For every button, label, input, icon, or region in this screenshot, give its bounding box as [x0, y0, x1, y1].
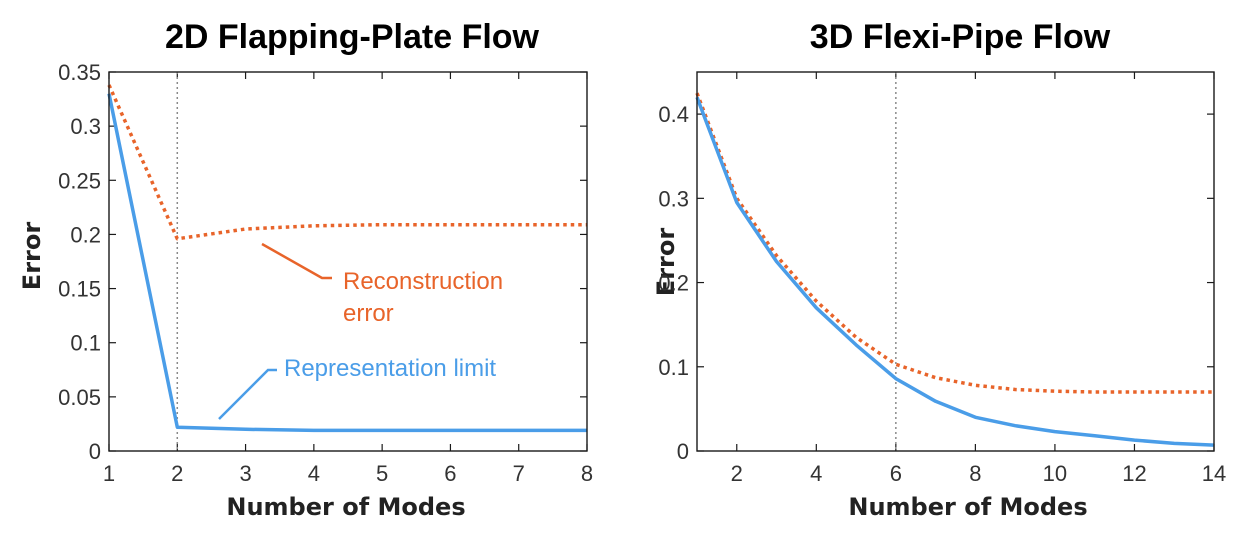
x-tick-label: 2	[171, 461, 183, 486]
representation-limit-line	[695, 96, 1215, 447]
y-tick-label: 0.1	[70, 331, 101, 356]
chart-panel-3d-flexi-pipe: 3D Flexi-Pipe Flow Number of Modes Error…	[652, 18, 1226, 521]
y-tick-label: 0.3	[70, 114, 101, 139]
reconstruction-error-line	[695, 92, 1214, 394]
x-tick-label: 4	[810, 461, 822, 486]
y-axis-label: Error	[18, 222, 46, 291]
y-tick-label: 0.4	[658, 102, 689, 127]
x-tick-label: 6	[444, 461, 456, 486]
x-tick-label: 5	[376, 461, 388, 486]
annotations: Reconstruction error Representation limi…	[218, 242, 503, 420]
axis-ticks: 0 0.05 0.1 0.15 0.2 0.25 0.3 0.35 1 2 3 4 5 6 7 8	[58, 60, 593, 486]
x-tick-label: 10	[1043, 461, 1067, 486]
x-tick-label: 8	[581, 461, 593, 486]
y-tick-label: 0.05	[58, 385, 101, 410]
reconstruction-error-line	[107, 84, 587, 241]
x-tick-label: 12	[1122, 461, 1146, 486]
representation-limit-pointer	[218, 368, 277, 420]
x-tick-label: 6	[890, 461, 902, 486]
x-tick-label: 3	[239, 461, 251, 486]
representation-limit-annotation: Representation limit	[284, 355, 496, 382]
reconstruction-error-annotation-line-1: Reconstruction	[343, 268, 503, 295]
y-tick-label: 0.3	[658, 186, 689, 211]
x-tick-label: 8	[969, 461, 981, 486]
y-tick-label: 0	[677, 439, 689, 464]
y-tick-label: 0.25	[58, 168, 101, 193]
plot-area	[107, 71, 588, 452]
x-tick-label: 7	[513, 461, 525, 486]
y-tick-label: 0.2	[70, 222, 101, 247]
chart-panel-2d-flapping-plate: 2D Flapping-Plate Flow Number of Modes E…	[18, 18, 593, 521]
axes-frame	[108, 71, 588, 452]
reconstruction-error-annotation-line-2: error	[343, 300, 394, 327]
x-axis-label: Number of Modes	[226, 493, 465, 521]
plot-area	[695, 71, 1215, 452]
chart-title: 2D Flapping-Plate Flow	[165, 18, 540, 56]
x-tick-label: 2	[731, 461, 743, 486]
y-tick-label: 0.2	[658, 271, 689, 296]
y-axis-label: Error	[652, 228, 680, 297]
axis-ticks: 0 0.1 0.2 0.3 0.4 2 4 6 8 10 12 14	[658, 72, 1226, 486]
x-tick-label: 4	[308, 461, 320, 486]
y-tick-label: 0.1	[658, 355, 689, 380]
reconstruction-error-pointer	[261, 242, 332, 280]
axes-frame	[696, 71, 1215, 452]
chart-title: 3D Flexi-Pipe Flow	[810, 18, 1111, 56]
x-tick-label: 1	[103, 461, 115, 486]
y-tick-label: 0.15	[58, 277, 101, 302]
representation-limit-line	[107, 93, 587, 433]
y-tick-label: 0.35	[58, 60, 101, 85]
y-tick-label: 0	[89, 439, 101, 464]
x-tick-label: 14	[1202, 461, 1226, 486]
x-axis-label: Number of Modes	[848, 493, 1087, 521]
